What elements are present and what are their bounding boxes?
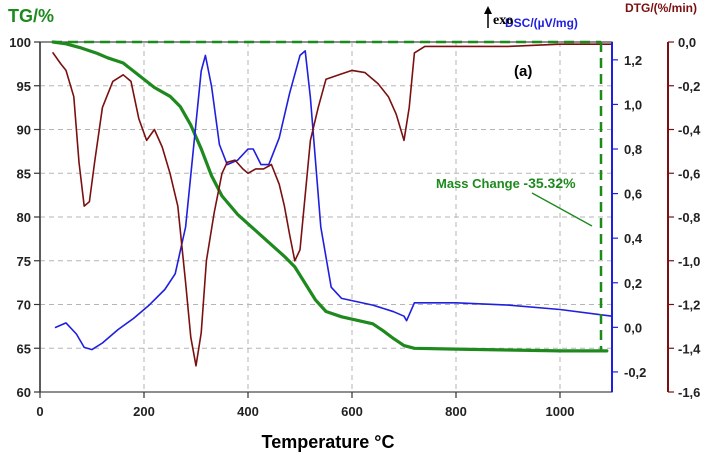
series-layer [51, 40, 613, 367]
tg-tick-label: 65 [17, 341, 31, 356]
mass-change-leader-line [531, 192, 593, 227]
dtg-tick-label: -0,8 [678, 210, 700, 225]
dtg-axis-ticks: -1,6 -1,4 -1,2 -1,0 -0,8 -0,6 -0,4 -0,2 0,0 [668, 35, 701, 400]
tg-tick-label: 90 [17, 123, 31, 138]
tg-series-line [51, 40, 609, 353]
dsc-tick-label: 0,0 [624, 320, 642, 335]
x-axis-title: Temperature °C [262, 432, 395, 452]
dsc-tick-label: 0,6 [624, 187, 642, 202]
dtg-tick-label: -1,0 [678, 254, 700, 269]
mass-change-prefix: Mass Change [436, 176, 523, 191]
x-axis-ticks: 0 200 400 600 800 1000 [36, 392, 574, 419]
dsc-tick-label: 0,4 [624, 231, 643, 246]
dsc-tick-label: -0,2 [624, 365, 646, 380]
dsc-tick-label: 1,0 [624, 97, 642, 112]
panel-label: (a) [514, 63, 532, 80]
tg-tick-label: 70 [17, 298, 31, 313]
dtg-tick-label: -0,4 [678, 123, 701, 138]
dsc-tick-label: 1,2 [624, 53, 642, 68]
dsc-series-line [54, 50, 613, 351]
x-tick-label: 600 [341, 404, 363, 419]
grid [40, 42, 612, 392]
dtg-tick-label: -1,2 [678, 298, 700, 313]
exo-label: exo [493, 13, 513, 28]
x-tick-label: 1000 [546, 404, 575, 419]
tg-tick-label: 95 [17, 79, 31, 94]
x-tick-label: 800 [445, 404, 467, 419]
tg-tick-label: 100 [9, 35, 31, 50]
exo-arrow-icon [484, 6, 492, 28]
tg-tick-label: 60 [17, 385, 31, 400]
x-tick-label: 0 [36, 404, 43, 419]
dtg-tick-label: -1,4 [678, 341, 701, 356]
mass-change-value: -35.32% [523, 175, 576, 191]
tg-axis-ticks: 60 65 70 75 80 85 90 95 100 [9, 35, 40, 400]
dtg-axis-title: DTG/(%/min) [625, 1, 697, 15]
x-tick-label: 200 [133, 404, 155, 419]
dtg-tick-label: -0,6 [678, 166, 700, 181]
x-tick-label: 400 [237, 404, 259, 419]
dsc-tick-label: 0,8 [624, 142, 642, 157]
dsc-axis-ticks: -0,2 0,0 0,2 0,4 0,6 0,8 1,0 1,2 [612, 53, 646, 380]
mass-change-label: Mass Change -35.32% [436, 175, 576, 191]
mass-change-annotation: Mass Change -35.32% [52, 40, 603, 352]
dsc-axis-title: DSC/(µV/mg) [505, 16, 578, 30]
tg-tick-label: 80 [17, 210, 31, 225]
dtg-tick-label: 0,0 [678, 35, 696, 50]
tg-tick-label: 75 [17, 254, 31, 269]
dsc-tick-label: 0,2 [624, 276, 642, 291]
dtg-series-line [52, 43, 613, 367]
tg-axis-title: TG/% [8, 6, 54, 26]
dtg-tick-label: -1,6 [678, 385, 700, 400]
tg-tick-label: 85 [17, 166, 31, 181]
dtg-tick-label: -0,2 [678, 79, 700, 94]
